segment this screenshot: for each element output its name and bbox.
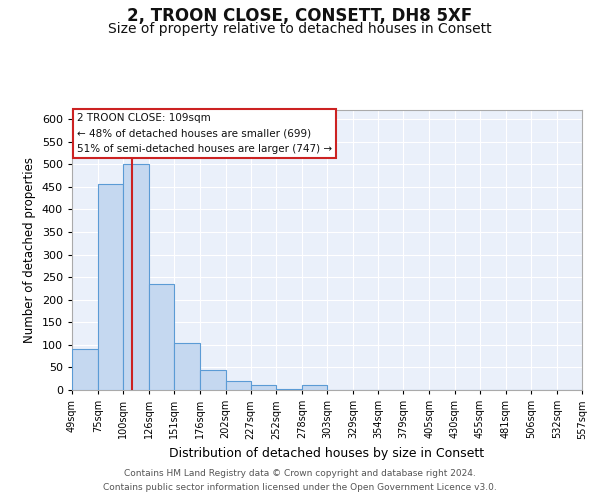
Bar: [276, 389, 302, 390]
Text: Contains public sector information licensed under the Open Government Licence v3: Contains public sector information licen…: [103, 484, 497, 492]
Bar: [175, 342, 200, 390]
Bar: [72, 350, 98, 390]
X-axis label: Distribution of detached houses by size in Consett: Distribution of detached houses by size …: [169, 447, 485, 460]
Text: 2 TROON CLOSE: 109sqm
← 48% of detached houses are smaller (699)
51% of semi-det: 2 TROON CLOSE: 109sqm ← 48% of detached …: [77, 113, 332, 154]
Text: Contains HM Land Registry data © Crown copyright and database right 2024.: Contains HM Land Registry data © Crown c…: [124, 468, 476, 477]
Text: Size of property relative to detached houses in Consett: Size of property relative to detached ho…: [108, 22, 492, 36]
Bar: [98, 184, 123, 390]
Bar: [199, 370, 226, 390]
Bar: [251, 386, 276, 390]
Bar: [149, 284, 175, 390]
Bar: [226, 381, 251, 390]
Bar: [123, 164, 149, 390]
Bar: [302, 386, 327, 390]
Y-axis label: Number of detached properties: Number of detached properties: [23, 157, 36, 343]
Text: 2, TROON CLOSE, CONSETT, DH8 5XF: 2, TROON CLOSE, CONSETT, DH8 5XF: [127, 8, 473, 26]
